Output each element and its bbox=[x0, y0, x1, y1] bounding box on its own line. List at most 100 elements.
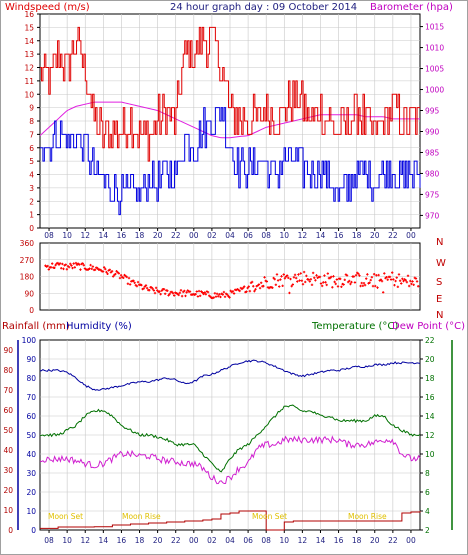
temperature-tick-label: 12 bbox=[425, 431, 435, 440]
direction-point bbox=[265, 280, 269, 283]
direction-point bbox=[148, 288, 151, 292]
direction-point bbox=[397, 273, 401, 276]
direction-point bbox=[280, 275, 283, 278]
direction-point bbox=[392, 278, 395, 281]
direction-point bbox=[246, 286, 249, 290]
direction-point bbox=[74, 261, 78, 265]
direction-point bbox=[368, 281, 371, 284]
humidity-tick-label: 80 bbox=[26, 374, 36, 383]
barometer-tick-label: 1005 bbox=[425, 65, 444, 74]
humidity-tick-label: 70 bbox=[26, 393, 36, 402]
direction-point bbox=[188, 290, 192, 293]
direction-point bbox=[298, 279, 301, 282]
windspeed-tick-label: 5 bbox=[29, 157, 34, 166]
barometer-tick-label: 1010 bbox=[425, 44, 444, 53]
direction-point bbox=[125, 275, 128, 279]
windspeed-tick-label: 1 bbox=[29, 211, 34, 220]
x-tick-label: 00 bbox=[406, 536, 416, 545]
direction-point bbox=[299, 272, 302, 275]
direction-point bbox=[217, 295, 220, 298]
direction-point bbox=[411, 280, 414, 283]
direction-tick-label: 180 bbox=[20, 273, 35, 282]
direction-point bbox=[105, 270, 108, 274]
x-tick-label: 20 bbox=[153, 231, 163, 240]
direction-point bbox=[369, 278, 372, 282]
direction-point bbox=[293, 273, 297, 277]
direction-point bbox=[398, 279, 402, 282]
direction-point bbox=[79, 268, 82, 271]
direction-point bbox=[396, 285, 400, 289]
rainfall-tick-label: 40 bbox=[3, 446, 13, 455]
direction-point bbox=[389, 278, 393, 281]
direction-point bbox=[371, 284, 375, 288]
direction-point bbox=[241, 286, 245, 290]
x-tick-label: 18 bbox=[352, 536, 362, 545]
direction-point bbox=[203, 291, 206, 294]
thp-time-ticks: 08 10 12 14 16 18 20 22 00 02 04 06 08 10 12 14 16 18 20 22… bbox=[44, 530, 416, 545]
compass-label: N bbox=[436, 310, 443, 321]
barometer-tick-label: 1000 bbox=[425, 86, 444, 95]
direction-point bbox=[118, 276, 122, 280]
direction-point bbox=[350, 280, 353, 284]
x-tick-label: 04 bbox=[225, 231, 235, 240]
windspeed-tick-label: 6 bbox=[29, 144, 34, 153]
direction-point bbox=[263, 276, 266, 279]
direction-point bbox=[332, 275, 335, 278]
direction-point bbox=[291, 283, 295, 286]
temperature-tick-label: 16 bbox=[425, 393, 435, 402]
humidity-tick-label: 0 bbox=[31, 526, 36, 535]
direction-point bbox=[168, 292, 171, 296]
barometer-tick-label: 995 bbox=[425, 107, 440, 116]
x-tick-label: 20 bbox=[370, 536, 380, 545]
direction-point bbox=[226, 293, 229, 296]
direction-point bbox=[385, 275, 388, 279]
direction-point bbox=[245, 290, 248, 293]
windspeed-tick-label: 7 bbox=[29, 130, 34, 139]
direction-point bbox=[54, 263, 57, 267]
direction-point bbox=[388, 275, 392, 279]
humidity-tick-label: 30 bbox=[26, 469, 36, 478]
direction-point bbox=[359, 284, 362, 288]
direction-point bbox=[72, 262, 75, 265]
direction-point bbox=[315, 274, 318, 277]
windspeed-series bbox=[40, 26, 420, 162]
compass-label: E bbox=[436, 294, 442, 305]
direction-point bbox=[173, 294, 176, 297]
direction-point bbox=[142, 287, 145, 290]
direction-point bbox=[178, 291, 182, 295]
x-tick-label: 22 bbox=[388, 231, 398, 240]
temperature-tick-label: 18 bbox=[425, 374, 435, 383]
direction-point bbox=[391, 271, 394, 274]
direction-point bbox=[348, 279, 351, 283]
thp-gridlines bbox=[40, 340, 420, 530]
direction-point bbox=[64, 263, 67, 266]
direction-point bbox=[311, 271, 315, 275]
direction-point bbox=[180, 294, 184, 298]
direction-point bbox=[279, 278, 282, 281]
direction-point bbox=[154, 286, 158, 290]
windspeed-tick-label: 14 bbox=[24, 37, 34, 46]
direction-point bbox=[104, 267, 107, 271]
direction-tick-label: 90 bbox=[24, 289, 34, 298]
rainfall-tick-label: 50 bbox=[3, 426, 13, 435]
moon-events: Moon Set Moon Rise Moon Set Moon Rise bbox=[48, 512, 387, 521]
direction-point bbox=[326, 272, 330, 275]
direction-point bbox=[219, 295, 222, 299]
direction-point bbox=[119, 274, 123, 277]
direction-point bbox=[96, 266, 99, 270]
rainfall-axis-label: Rainfall (mm) bbox=[2, 321, 70, 332]
x-tick-label: 06 bbox=[243, 536, 253, 545]
direction-point bbox=[136, 280, 140, 284]
direction-point bbox=[323, 274, 326, 277]
windspeed-tick-label: 8 bbox=[29, 117, 34, 126]
direction-point bbox=[102, 266, 106, 269]
x-tick-label: 16 bbox=[334, 231, 344, 240]
direction-point bbox=[324, 281, 327, 284]
direction-point bbox=[349, 282, 352, 286]
direction-point bbox=[243, 285, 246, 288]
x-tick-label: 10 bbox=[62, 536, 72, 545]
direction-point bbox=[342, 283, 345, 286]
x-tick-label: 04 bbox=[225, 536, 235, 545]
